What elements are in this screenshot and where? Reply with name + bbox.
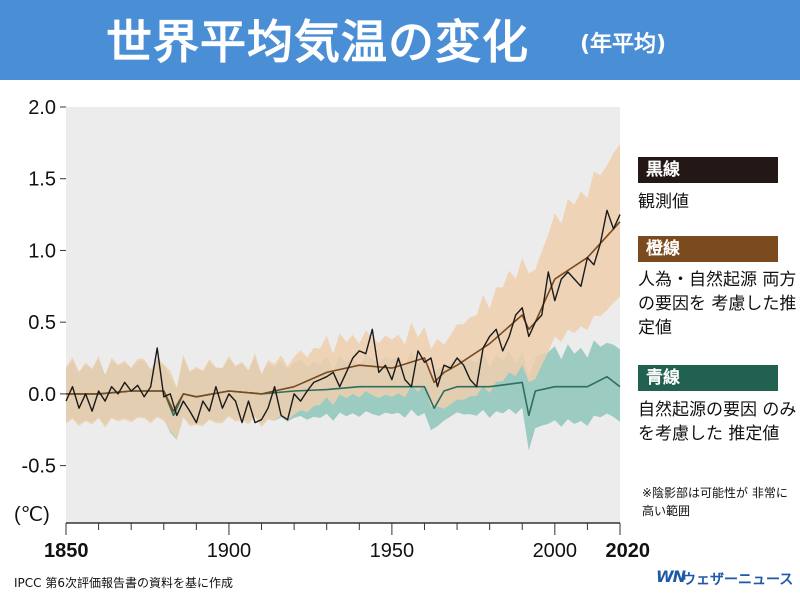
both-band [66, 143, 620, 440]
legend-black-line-head: 黒線 [638, 157, 778, 183]
chart-title: 世界平均気温の変化 [106, 15, 529, 69]
legend-black-line-desc: 観測値 [638, 192, 689, 212]
weathernews-logo: WN ウェザーニュース [656, 567, 796, 595]
y-tick-label: 0.0 [28, 384, 56, 406]
y-tick-label: -0.5 [22, 456, 56, 478]
shading-note: ※陰影部は可能性が 非常に高い範囲 [642, 486, 788, 518]
legend-blue-line-head: 青線 [638, 365, 778, 391]
legend-orange-line-head: 橙線 [638, 236, 778, 262]
legend-blue-line-desc: 自然起源の要因 のみを考慮した 推定値 [638, 400, 797, 444]
x-tick-label: 1850 [44, 540, 89, 562]
both-factors-line [66, 221, 621, 412]
source-credit: IPCC 第6次評価報告書の資料を基に作成 [14, 576, 233, 590]
y-tick-label: 1.5 [28, 169, 56, 191]
x-tick-label: 2020 [606, 540, 651, 562]
y-tick-label: 2.0 [28, 97, 56, 119]
header-bar: 世界平均気温の変化 (年平均) [0, 0, 800, 80]
y-tick-label: 1.0 [28, 240, 56, 262]
legend-orange-line-desc: 人為・自然起源 両方の要因を 考慮した推定値 [638, 270, 797, 338]
natural-line [66, 375, 621, 417]
x-tick-label: 2000 [533, 540, 578, 562]
y-unit-label: (℃) [14, 504, 50, 526]
logo-text: ウェザーニュース [682, 572, 794, 588]
y-tick-label: 0.5 [28, 312, 56, 334]
logo-mark: WN [656, 567, 686, 586]
observed-line [65, 209, 621, 424]
x-tick-label: 1900 [207, 540, 252, 562]
x-tick-label: 1950 [370, 540, 415, 562]
chart-subtitle: (年平均) [580, 32, 667, 57]
